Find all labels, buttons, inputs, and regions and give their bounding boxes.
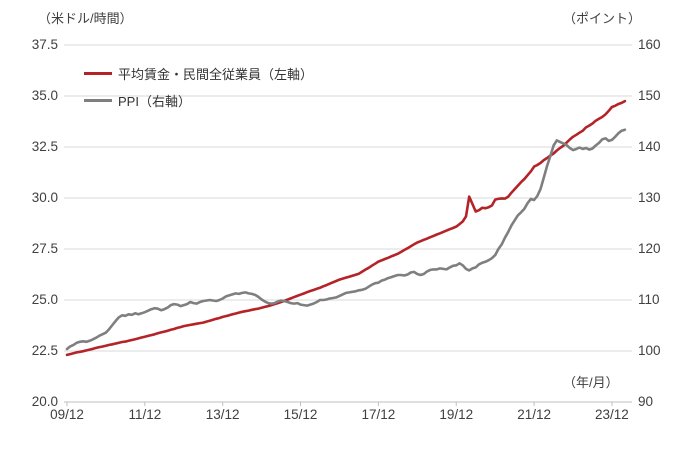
x-axis-tick-09/12: 09/12	[50, 407, 84, 422]
x-axis-tick-11/12: 11/12	[128, 407, 162, 422]
right-axis-tick-140: 140	[638, 139, 661, 154]
x-axis-tick-21/12: 21/12	[517, 407, 551, 422]
left-axis-tick-35.0: 35.0	[31, 88, 58, 103]
legend-item-ppi: PPI（右軸）	[84, 91, 313, 109]
x-axis-tick-15/12: 15/12	[283, 407, 318, 422]
ppi-line-swatch	[84, 98, 112, 102]
left-axis-tick-30.0: 30.0	[31, 190, 58, 205]
left-axis-tick-20.0: 20.0	[31, 394, 58, 409]
x-axis-tick-23/12: 23/12	[595, 407, 629, 422]
right-axis-tick-90: 90	[638, 394, 654, 409]
right-axis-tick-120: 120	[638, 241, 661, 256]
legend-label-ppi: PPI（右軸）	[118, 93, 191, 109]
x-axis-tick-19/12: 19/12	[439, 407, 474, 422]
right-axis-tick-110: 110	[638, 292, 660, 307]
x-axis-tick-17/12: 17/12	[361, 407, 396, 422]
right-axis-tick-130: 130	[638, 190, 661, 205]
x-axis-unit-label: （年/月）	[563, 375, 619, 390]
right-axis-tick-150: 150	[638, 88, 661, 103]
left-axis-tick-25.0: 25.0	[31, 292, 58, 307]
legend: 平均賃金・民間全従業員（左軸） PPI（右軸）	[84, 64, 313, 118]
right-axis-tick-100: 100	[638, 343, 661, 358]
left-axis-tick-32.5: 32.5	[31, 139, 58, 154]
wage-series-line	[65, 99, 627, 357]
legend-item-wage: 平均賃金・民間全従業員（左軸）	[84, 64, 313, 82]
ppi-series-line	[65, 128, 627, 351]
right-axis-tick-160: 160	[638, 37, 661, 52]
x-axis-tick-13/12: 13/12	[205, 407, 240, 422]
left-axis-tick-27.5: 27.5	[31, 241, 58, 256]
wage-line-swatch	[84, 71, 112, 75]
right-axis-unit-label: （ポイント）	[563, 11, 642, 26]
left-axis-tick-37.5: 37.5	[31, 37, 58, 52]
left-axis-unit-label: （米ドル/時間）	[38, 11, 133, 26]
left-axis-tick-22.5: 22.5	[31, 343, 58, 358]
legend-label-wage: 平均賃金・民間全従業員（左軸）	[118, 66, 314, 82]
